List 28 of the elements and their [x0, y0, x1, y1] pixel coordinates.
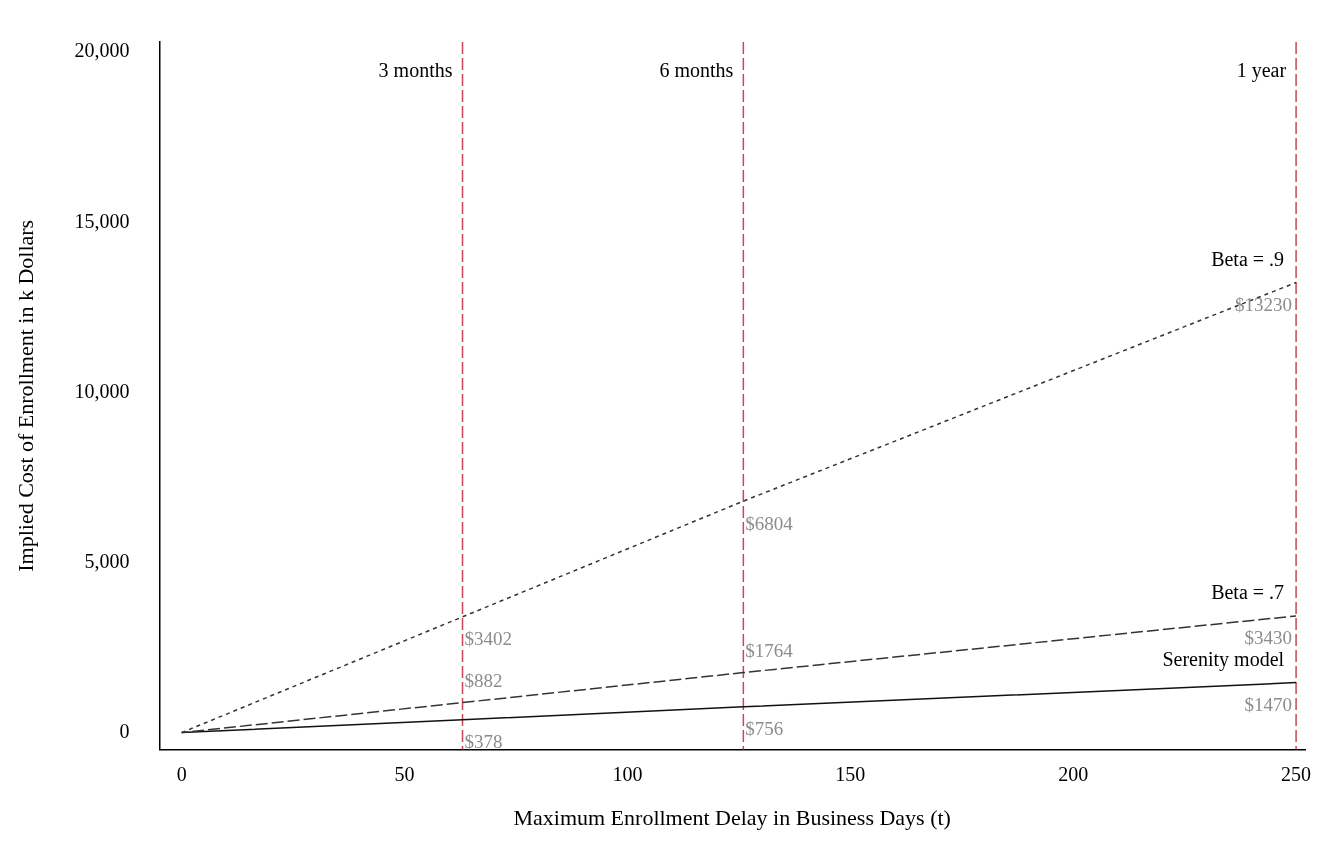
x-tick-label: 200 — [1058, 762, 1089, 785]
y-tick-label: 5,000 — [84, 549, 130, 572]
x-tick-label: 150 — [835, 762, 866, 785]
ref-line-label: 6 months — [659, 59, 734, 82]
x-axis-title: Maximum Enrollment Delay in Business Days (t) — [513, 804, 951, 830]
x-tick-label: 250 — [1281, 762, 1312, 785]
y-tick-label: 10,000 — [74, 379, 130, 402]
data-label: $13230 — [1235, 294, 1293, 315]
data-label: $1470 — [1244, 694, 1293, 716]
data-label: $882 — [464, 670, 503, 692]
data-label: $756 — [745, 718, 784, 740]
data-label: $378 — [464, 731, 503, 753]
ref-line-label: 1 year — [1236, 59, 1287, 83]
x-tick-label: 100 — [612, 762, 643, 785]
series-label: Serenity model — [1162, 647, 1285, 671]
ref-line-label: 3 months — [378, 59, 453, 82]
data-label: $6804 — [745, 512, 794, 534]
data-label: $3402 — [464, 628, 513, 650]
y-tick-label: 0 — [119, 719, 130, 742]
series-label: Beta = .7 — [1211, 581, 1285, 604]
data-label: $1764 — [745, 640, 794, 662]
x-tick-label: 50 — [394, 762, 415, 785]
x-tick-label: 0 — [176, 762, 187, 785]
series-label: Beta = .9 — [1211, 247, 1285, 270]
y-tick-label: 15,000 — [74, 209, 130, 232]
data-label: $3430 — [1244, 627, 1293, 649]
y-axis-title: Implied Cost of Enrollment in k Dollars — [12, 219, 38, 572]
y-tick-label: 20,000 — [74, 39, 130, 62]
